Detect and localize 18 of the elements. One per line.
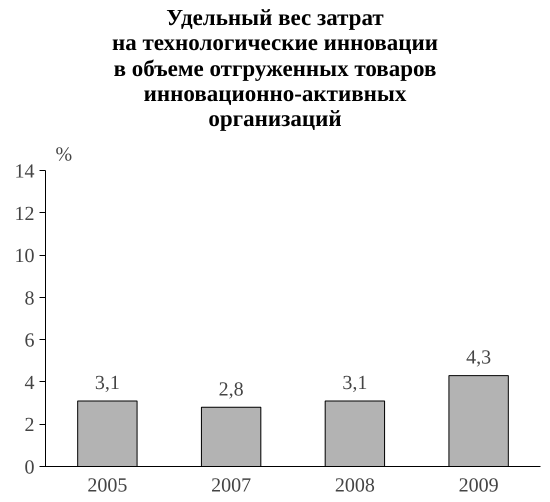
x-tick-label: 2008 <box>334 474 375 497</box>
y-tick-label: 8 <box>24 288 34 310</box>
data-label: 2,8 <box>218 378 244 401</box>
y-tick-label: 0 <box>24 456 34 479</box>
chart-title: Удельный вес затрат на технологические инновации в объеме отгруженных товаров инновационно-активных организаций <box>112 5 438 132</box>
y-tick-label: 4 <box>24 372 34 394</box>
y-tick-label: 12 <box>14 203 34 226</box>
data-label: 3,1 <box>94 372 120 394</box>
y-tick-label: 14 <box>14 160 34 183</box>
data-label: 4,3 <box>466 347 492 370</box>
y-tick-label: 2 <box>24 414 34 437</box>
y-tick-label: 10 <box>14 246 34 268</box>
data-label: 3,1 <box>342 372 368 394</box>
x-tick-label: 2005 <box>87 474 128 497</box>
y-tick-label: 6 <box>24 330 34 352</box>
x-tick-label: 2009 <box>458 474 499 497</box>
x-tick-label: 2007 <box>211 474 252 497</box>
y-axis-title: % <box>56 144 72 166</box>
